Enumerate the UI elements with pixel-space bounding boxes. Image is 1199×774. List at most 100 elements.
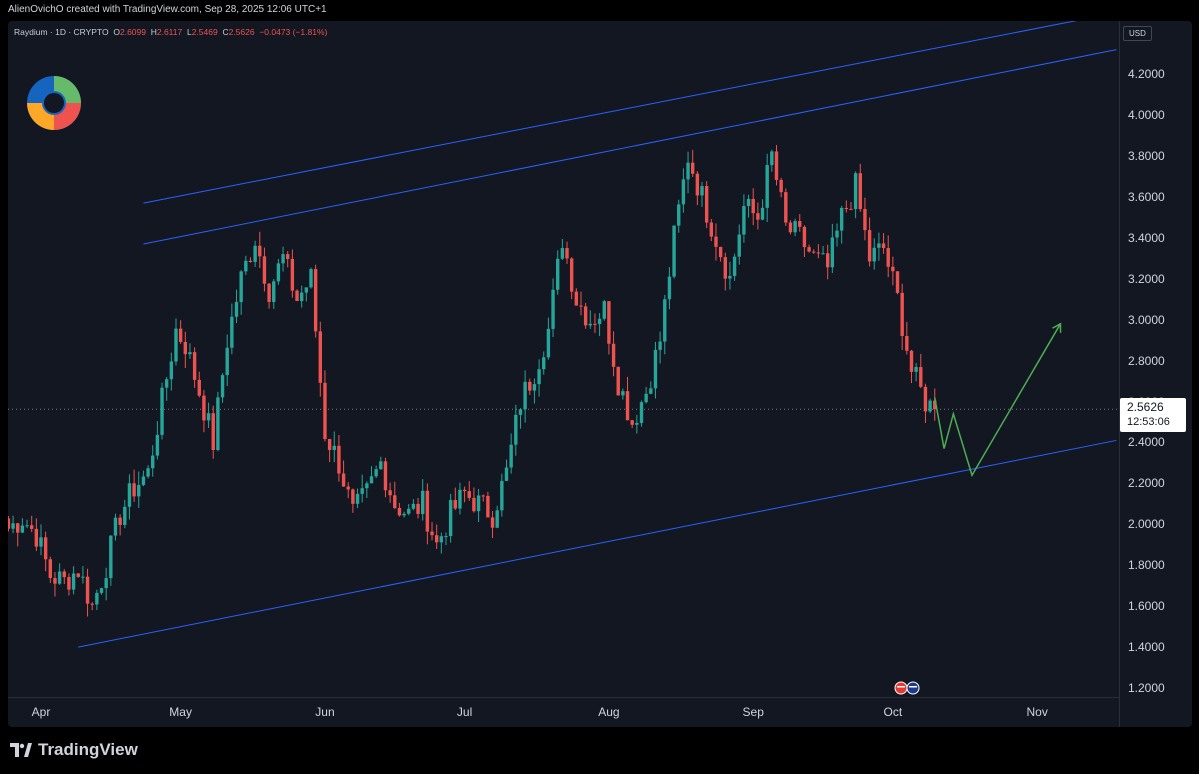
candle-body (183, 341, 188, 355)
candle-body (500, 480, 504, 511)
price-tick-label: 1.6000 (1128, 599, 1165, 614)
candle-body (923, 386, 928, 412)
candle-body (360, 488, 364, 494)
candle-body (514, 414, 518, 445)
candle-body (188, 352, 192, 355)
candle-body (751, 198, 755, 214)
candle-body (602, 301, 606, 319)
candle-body (695, 173, 700, 196)
candle-body (816, 252, 821, 254)
candle-body (365, 483, 369, 489)
candle-body (67, 577, 71, 590)
price-tick-label: 1.4000 (1128, 640, 1165, 655)
candle-body (863, 209, 867, 231)
candle-body (402, 513, 406, 516)
price-tick-label: 3.4000 (1128, 230, 1165, 245)
candle-body (164, 379, 169, 388)
candle-body (663, 299, 667, 342)
time-tick-label: Jun (315, 705, 335, 719)
candle-body (81, 576, 85, 578)
candle-body (793, 221, 797, 233)
price-tick-label: 3.6000 (1128, 189, 1165, 204)
candle-body (71, 573, 76, 590)
candle-body (276, 263, 281, 282)
price-chart[interactable] (8, 21, 1192, 727)
last-price-value: 2.5626 (1127, 400, 1164, 414)
candle-body (798, 221, 802, 227)
bar-countdown: 12:53:06 (1127, 416, 1170, 428)
last-price-tag: 2.5626 12:53:06 (1120, 398, 1186, 432)
candle-body (607, 301, 611, 344)
candle-body (202, 395, 206, 421)
candle-body (569, 258, 574, 292)
chart-frame[interactable]: Raydium · 1D · CRYPTO O2.6099 H2.6117 L2… (8, 21, 1192, 727)
price-tick-label: 3.8000 (1128, 149, 1165, 164)
candle-body (593, 323, 597, 325)
candle-body (313, 269, 318, 332)
candle-body (192, 352, 197, 380)
candle-body (774, 151, 779, 180)
candle-body (434, 535, 439, 543)
candle-body (919, 367, 923, 387)
candle-body (448, 500, 453, 537)
candle-body (509, 444, 513, 468)
candle-body (895, 271, 900, 293)
candle-body (281, 254, 285, 264)
candle-body (551, 289, 555, 329)
candle-body (732, 256, 737, 276)
candle-body (272, 281, 276, 302)
candle-body (160, 387, 164, 435)
candle-body (53, 578, 57, 584)
candle-body (532, 384, 537, 391)
low-value: 2.5469 (191, 27, 218, 37)
candle-body (933, 400, 937, 410)
candle-body (812, 251, 816, 253)
time-axis-divider (8, 697, 1119, 698)
candle-body (858, 173, 862, 210)
candle-body (127, 483, 132, 507)
candle-body (597, 318, 602, 325)
us-flag-icon[interactable] (893, 681, 923, 695)
time-tick-label: Apr (31, 705, 51, 719)
candle-body (220, 375, 225, 398)
candle-body (416, 503, 420, 514)
candle-body (621, 391, 625, 396)
price-tick-label: 2.2000 (1128, 476, 1165, 491)
candle-body (453, 500, 457, 509)
candle-body (341, 473, 346, 487)
price-axis-divider (1119, 21, 1120, 727)
tradingview-footer[interactable]: TradingView (10, 740, 138, 760)
close-value: 2.5626 (228, 27, 255, 37)
candle-body (304, 287, 309, 293)
candle-body (914, 367, 918, 372)
candle-body (844, 207, 849, 209)
candle-body (523, 381, 527, 410)
candle-body (714, 236, 718, 247)
candle-body (565, 248, 569, 259)
candle-body (458, 489, 462, 509)
candle-body (43, 537, 48, 560)
candle-body (518, 409, 523, 415)
candle-body (704, 186, 709, 223)
candle-body (644, 393, 648, 403)
channel-upper-outer-line (143, 21, 1078, 204)
candle-body (649, 388, 653, 394)
candle-body (635, 422, 639, 425)
candle-body (853, 173, 858, 210)
candle-body (681, 179, 686, 205)
candle-body (886, 248, 890, 267)
channel-lower-line (78, 439, 1117, 648)
candle-body (807, 247, 811, 252)
candle-body (318, 331, 322, 383)
candle-body (332, 445, 336, 451)
candle-body (737, 234, 741, 257)
candle-body (11, 523, 15, 529)
candle-body (174, 328, 178, 362)
candle-body (48, 559, 53, 579)
raydium-logo-icon (27, 76, 81, 130)
candle-body (407, 508, 411, 514)
currency-button[interactable]: USD (1123, 26, 1152, 41)
candle-body (825, 253, 830, 268)
candle-body (369, 476, 374, 484)
candle-body (123, 506, 127, 525)
